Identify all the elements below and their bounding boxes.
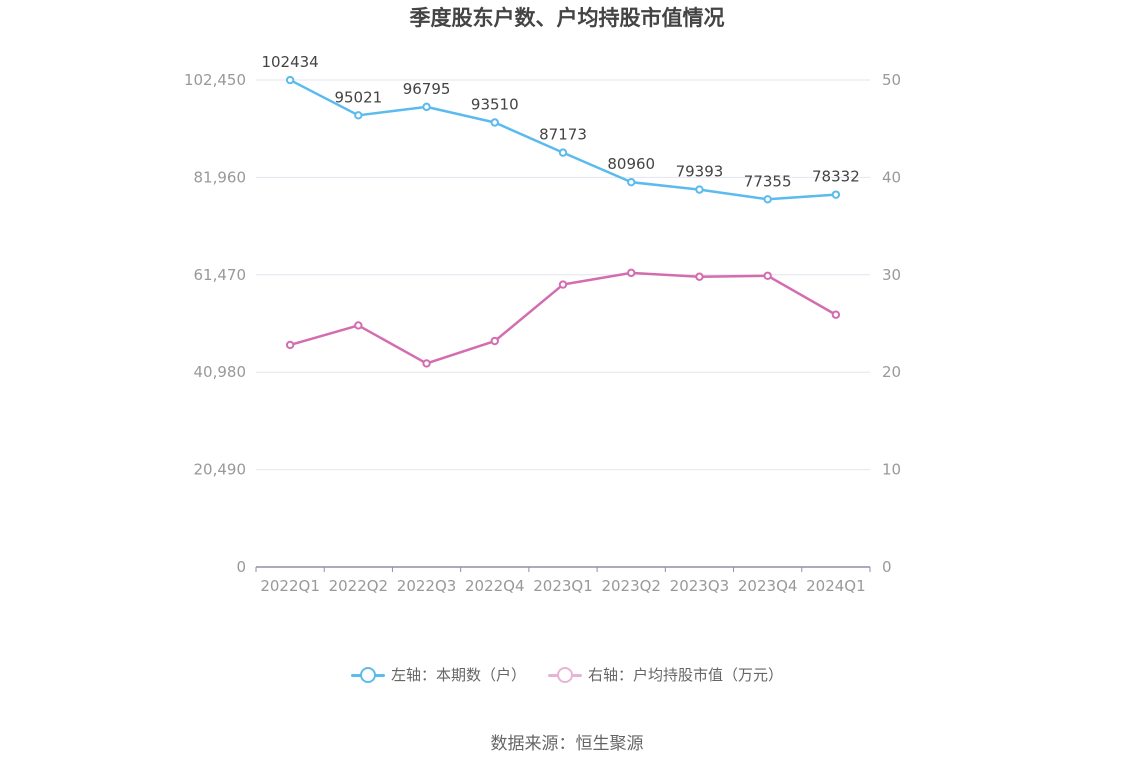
- series-layer: [285, 75, 841, 368]
- right-axis-ticks: 0 10 20 30 40 50: [882, 71, 901, 576]
- data-label: 78332: [812, 168, 860, 186]
- right-tick-label: 20: [882, 363, 901, 381]
- x-axis: 2022Q1 2022Q2 2022Q3 2022Q4 2023Q1 2023Q2 2023…: [255, 566, 871, 595]
- data-point-left: [354, 111, 363, 120]
- x-tick-label: 2022Q3: [397, 577, 457, 595]
- data-point-right: [627, 268, 636, 278]
- data-point-right: [763, 271, 772, 280]
- left-tick-label: 102,450: [184, 71, 246, 89]
- left-tick-label: 40,980: [194, 363, 247, 381]
- data-point-right: [285, 340, 295, 350]
- left-tick-label: 20,490: [194, 461, 247, 479]
- x-tick-label: 2023Q2: [601, 577, 661, 595]
- data-point-left: [558, 148, 568, 157]
- right-tick-label: 40: [882, 168, 901, 186]
- data-label: 80960: [607, 155, 655, 173]
- left-tick-label: 0: [236, 558, 246, 576]
- data-label: 77355: [744, 172, 792, 190]
- left-axis-ticks: 0 20,490 40,980 61,470 81,960 102,450: [184, 71, 246, 576]
- data-point-left: [490, 118, 499, 127]
- legend-item-right[interactable]: 右轴：户均持股市值（万元）: [548, 664, 783, 685]
- left-tick-label: 81,960: [194, 168, 247, 186]
- legend-swatch-right: [548, 665, 582, 685]
- x-tick-label: 2023Q1: [533, 577, 593, 595]
- data-point-left: [627, 177, 636, 187]
- data-point-right: [831, 310, 841, 319]
- left-tick-label: 61,470: [194, 266, 247, 284]
- x-tick-label: 2024Q1: [806, 577, 866, 595]
- right-tick-label: 10: [882, 461, 901, 479]
- data-point-right: [695, 272, 704, 281]
- right-tick-label: 0: [882, 558, 892, 576]
- legend: 左轴：本期数（户） 右轴：户均持股市值（万元）: [0, 664, 1134, 685]
- x-tick-label: 2022Q4: [465, 577, 525, 595]
- x-tick-label: 2022Q2: [329, 577, 389, 595]
- data-label: 96795: [403, 80, 451, 98]
- data-point-right: [354, 321, 363, 330]
- data-labels: 102434 95021 96795 93510 87173 80960 79393 7735…: [261, 53, 859, 190]
- x-tick-label: 2022Q1: [260, 577, 320, 595]
- data-point-right: [422, 359, 431, 368]
- legend-label-right: 右轴：户均持股市值（万元）: [588, 666, 784, 684]
- legend-item-left[interactable]: 左轴：本期数（户）: [350, 664, 526, 685]
- data-label: 102434: [261, 53, 318, 71]
- data-point-left: [422, 102, 431, 112]
- data-label: 95021: [334, 88, 382, 106]
- x-tick-label: 2023Q4: [738, 577, 798, 595]
- data-point-right: [558, 280, 568, 289]
- right-tick-label: 30: [882, 266, 901, 284]
- chart-title: 季度股东户数、户均持股市值情况: [409, 6, 725, 30]
- data-source: 数据来源：恒生聚源: [490, 734, 644, 754]
- right-tick-label: 50: [882, 71, 901, 89]
- data-point-right: [490, 336, 499, 346]
- legend-swatch-left: [350, 665, 385, 685]
- x-tick-label: 2023Q3: [670, 577, 730, 595]
- data-point-left: [831, 190, 841, 199]
- legend-label-left: 左轴：本期数（户）: [390, 666, 526, 684]
- data-label: 79393: [676, 163, 724, 181]
- data-point-left: [763, 195, 772, 204]
- data-label: 87173: [539, 126, 587, 144]
- data-point-left: [285, 75, 295, 85]
- data-label: 93510: [471, 95, 519, 113]
- data-point-left: [695, 185, 704, 194]
